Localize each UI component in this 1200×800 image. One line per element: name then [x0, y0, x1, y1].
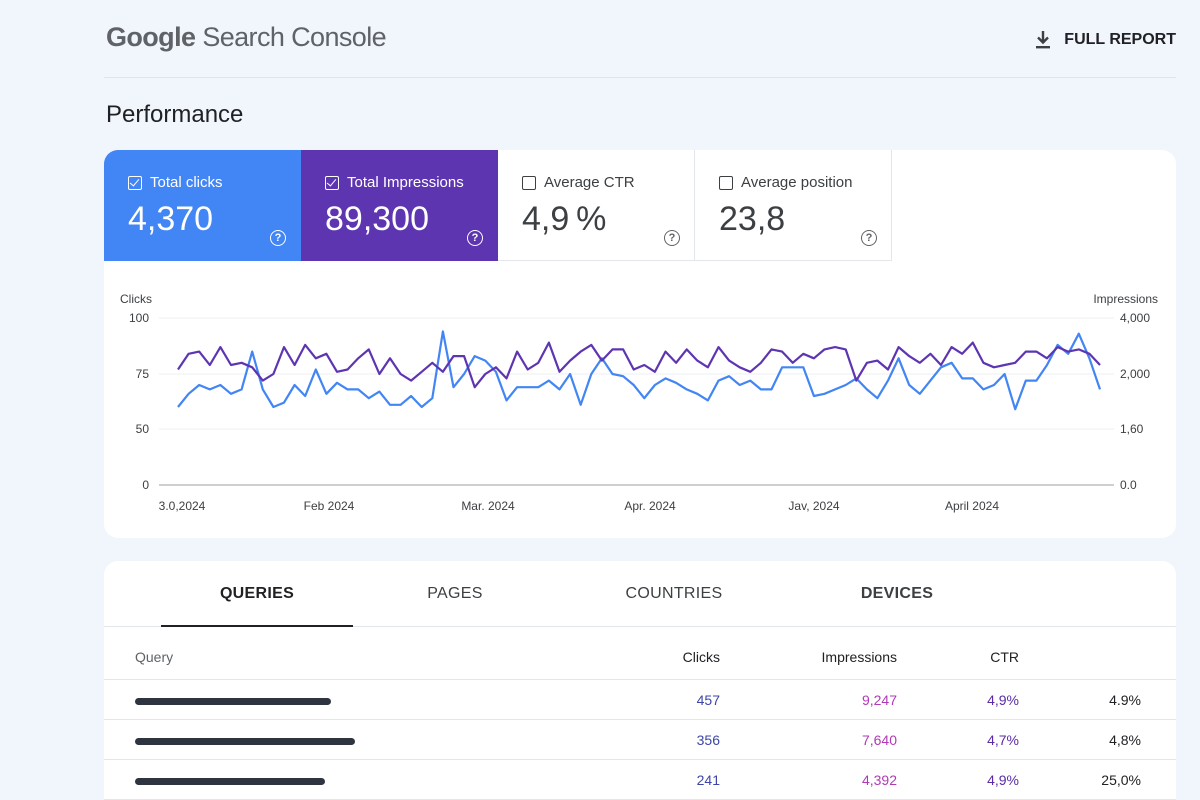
y-left-tick-label: 50 — [136, 422, 150, 436]
help-icon[interactable]: ? — [467, 230, 483, 246]
y-right-tick-label: 2,000 — [1120, 367, 1150, 381]
full-report-label: FULL REPORT — [1064, 31, 1176, 48]
metric-label: Average CTR — [544, 174, 635, 191]
metric-label: Total Impressions — [347, 174, 464, 191]
metric-total-impressions[interactable]: Total Impressions 89,300 ? — [301, 150, 498, 261]
performance-chart: Clicks Impressions 0 0.0 50 1,60 75 2,000 100 4… — [104, 290, 1176, 530]
metric-label: Total clicks — [150, 174, 223, 191]
x-tick-label: Feb 2024 — [304, 499, 355, 513]
checkbox-unchecked-icon[interactable] — [522, 175, 536, 190]
tab-countries[interactable]: COUNTRIES — [625, 585, 723, 602]
y-right-tick-label: 0.0 — [1120, 478, 1137, 492]
page-title: Performance — [106, 101, 244, 128]
table-header: Query Clicks Impressions CTR — [104, 627, 1176, 680]
series-line-clicks — [177, 330, 1102, 411]
cell-ctr: 4,7% — [987, 732, 1019, 748]
full-report-button[interactable]: FULL REPORT — [1034, 28, 1176, 52]
cell-ctr: 4,9% — [987, 692, 1019, 708]
cell-impressions: 9,247 — [861, 692, 897, 708]
cell-clicks: 356 — [696, 732, 720, 748]
checkbox-checked-icon[interactable] — [128, 175, 142, 190]
column-header-ctr[interactable]: CTR — [990, 649, 1019, 665]
metric-value: 89,300 — [325, 200, 429, 238]
dimension-tabs: QUERIES PAGES COUNTRIES DEVICES — [104, 561, 1176, 627]
cell-impressions: 7,640 — [861, 732, 897, 748]
x-tick-label: Jav, 2024 — [788, 499, 839, 513]
cell-clicks: 457 — [696, 692, 720, 708]
help-icon[interactable]: ? — [664, 230, 680, 246]
y-right-tick-label: 1,60 — [1120, 422, 1144, 436]
cell-position: 4.9% — [1109, 692, 1141, 708]
x-tick-label: Apr. 2024 — [624, 499, 676, 513]
cell-position: 25,0% — [1101, 772, 1141, 788]
x-tick-label: 3.0,2024 — [159, 499, 206, 513]
metric-value: 23,8 — [719, 200, 786, 238]
x-tick-label: April 2024 — [945, 499, 999, 513]
tab-pages[interactable]: PAGES — [427, 585, 483, 602]
performance-chart-svg: Clicks Impressions 0 0.0 50 1,60 75 2,000 100 4… — [120, 292, 1158, 513]
metric-value: 4,9 % — [522, 200, 607, 238]
logo-brand: Google — [106, 22, 196, 52]
metric-average-ctr[interactable]: Average CTR 4,9 % ? — [498, 150, 695, 261]
series-line-impressions — [177, 341, 1101, 389]
checkbox-unchecked-icon[interactable] — [719, 175, 733, 190]
download-icon — [1036, 31, 1051, 49]
app-header: Google Search Console FULL REPORT — [104, 0, 1176, 78]
help-icon[interactable]: ? — [861, 230, 877, 246]
help-icon[interactable]: ? — [270, 230, 286, 246]
table-row[interactable]: 241 4,392 4,9% 25,0% — [104, 760, 1176, 800]
redacted-query — [135, 778, 325, 785]
search-console-logo[interactable]: Google Search Console — [106, 22, 387, 53]
y-left-tick-label: 100 — [129, 311, 149, 325]
metric-label: Average position — [741, 174, 853, 191]
tab-devices[interactable]: DEVICES — [860, 585, 934, 602]
y-left-axis-label: Clicks — [120, 292, 152, 306]
metric-total-clicks[interactable]: Total clicks 4,370 ? — [104, 150, 301, 261]
cell-position: 4,8% — [1109, 732, 1141, 748]
dimension-table-card: QUERIES PAGES COUNTRIES DEVICES Query Cl… — [104, 561, 1176, 800]
metric-cards: Total clicks 4,370 ? Total Impressions 8… — [104, 150, 892, 261]
cell-impressions: 4,392 — [861, 772, 897, 788]
table-row[interactable]: 356 7,640 4,7% 4,8% — [104, 720, 1176, 760]
y-right-axis-label: Impressions — [1093, 292, 1158, 306]
cell-ctr: 4,9% — [987, 772, 1019, 788]
column-header-impressions[interactable]: Impressions — [821, 649, 897, 665]
y-left-tick-label: 0 — [142, 478, 149, 492]
metric-value: 4,370 — [128, 200, 214, 238]
y-left-tick-label: 75 — [136, 367, 150, 381]
cell-clicks: 241 — [696, 772, 720, 788]
checkbox-checked-icon[interactable] — [325, 175, 339, 190]
column-header-clicks[interactable]: Clicks — [682, 649, 720, 665]
y-right-tick-label: 4,000 — [1120, 311, 1150, 325]
redacted-query — [135, 738, 355, 745]
redacted-query — [135, 698, 331, 705]
x-tick-label: Mar. 2024 — [461, 499, 515, 513]
column-header-query[interactable]: Query — [135, 649, 174, 665]
tab-queries[interactable]: QUERIES — [161, 585, 353, 627]
logo-product: Search Console — [202, 22, 387, 52]
performance-card: Total clicks 4,370 ? Total Impressions 8… — [104, 150, 1176, 538]
table-row[interactable]: 457 9,247 4,9% 4.9% — [104, 680, 1176, 720]
metric-average-position[interactable]: Average position 23,8 ? — [695, 150, 892, 261]
